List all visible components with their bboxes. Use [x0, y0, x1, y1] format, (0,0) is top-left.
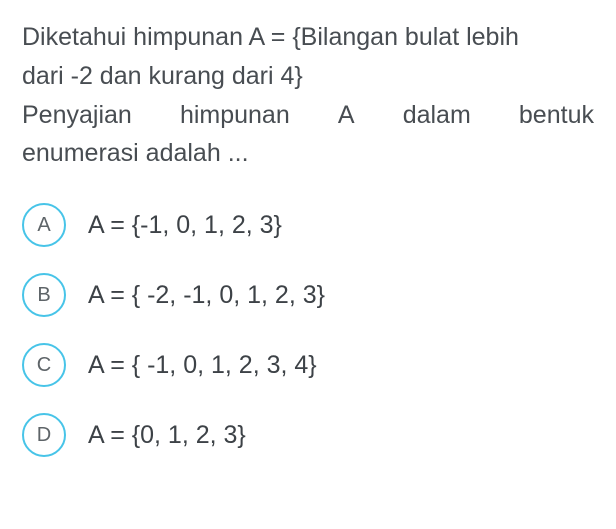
- option-c-circle: C: [22, 343, 66, 387]
- option-d-circle: D: [22, 413, 66, 457]
- options-list: A A = {-1, 0, 1, 2, 3} B A = { -2, -1, 0…: [22, 203, 594, 457]
- option-d[interactable]: D A = {0, 1, 2, 3}: [22, 413, 594, 457]
- option-a-circle: A: [22, 203, 66, 247]
- q3-word-3: dalam: [403, 96, 471, 135]
- question-text: Diketahui himpunan A = {Bilangan bulat l…: [22, 18, 594, 173]
- q3-word-1: himpunan: [180, 96, 290, 135]
- q3-word-0: Penyajian: [22, 96, 132, 135]
- question-line-3: Penyajian himpunan A dalam bentuk: [22, 96, 594, 135]
- option-c-text: A = { -1, 0, 1, 2, 3, 4}: [88, 351, 317, 380]
- question-line-2: dari -2 dan kurang dari 4}: [22, 57, 594, 96]
- option-a[interactable]: A A = {-1, 0, 1, 2, 3}: [22, 203, 594, 247]
- option-b[interactable]: B A = { -2, -1, 0, 1, 2, 3}: [22, 273, 594, 317]
- option-d-text: A = {0, 1, 2, 3}: [88, 421, 246, 450]
- q3-word-2: A: [338, 96, 355, 135]
- option-b-circle: B: [22, 273, 66, 317]
- option-c[interactable]: C A = { -1, 0, 1, 2, 3, 4}: [22, 343, 594, 387]
- option-b-text: A = { -2, -1, 0, 1, 2, 3}: [88, 281, 325, 310]
- option-a-letter: A: [37, 214, 50, 237]
- option-a-text: A = {-1, 0, 1, 2, 3}: [88, 211, 282, 240]
- option-d-letter: D: [37, 424, 51, 447]
- option-c-letter: C: [37, 354, 51, 377]
- question-line-1: Diketahui himpunan A = {Bilangan bulat l…: [22, 18, 594, 57]
- option-b-letter: B: [37, 284, 50, 307]
- question-line-4: enumerasi adalah ...: [22, 134, 594, 173]
- q3-word-4: bentuk: [519, 96, 594, 135]
